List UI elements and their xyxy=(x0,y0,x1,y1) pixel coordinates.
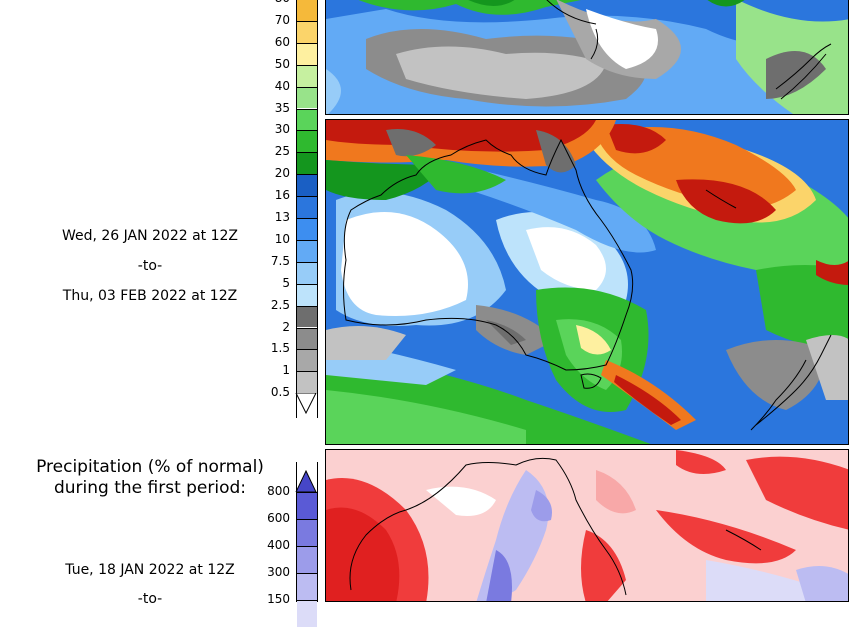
colorbar-end-arrow xyxy=(295,470,317,492)
colorbar-segment xyxy=(297,196,317,218)
lower-period-start: Tue, 18 JAN 2022 at 12Z xyxy=(65,562,235,578)
colorbar-tick-label: 35 xyxy=(274,100,290,115)
colorbar-tick-label: 800 xyxy=(267,484,290,498)
colorbar-tick-label: 2.5 xyxy=(270,297,290,312)
colorbar-tick-label: 25 xyxy=(274,144,290,159)
colorbar-segment xyxy=(297,371,317,394)
top-precipitation-map xyxy=(325,0,849,115)
colorbar-tick-label: 10 xyxy=(274,231,290,246)
precipitation-colorbar xyxy=(295,0,318,418)
colorbar-tick-label: 16 xyxy=(274,188,290,203)
colorbar-segment xyxy=(297,573,317,600)
colorbar-segment xyxy=(297,86,317,109)
colorbar-tick-label: 600 xyxy=(267,511,290,525)
anomaly-title-line2: during the first period: xyxy=(53,478,247,498)
colorbar-segment xyxy=(297,261,317,284)
colorbar-segment xyxy=(297,283,317,306)
colorbar-tick-label: 5 xyxy=(282,275,290,290)
colorbar-tick-label: 0.5 xyxy=(270,385,290,400)
colorbar-segment xyxy=(297,519,317,546)
upper-period-end: Thu, 03 FEB 2022 at 12Z xyxy=(62,288,238,304)
anomaly-colorbar xyxy=(295,462,318,627)
colorbar-segment xyxy=(297,42,317,65)
colorbar-segment xyxy=(297,108,317,131)
anomaly-title-line1: Precipitation (% of normal) xyxy=(36,457,264,477)
colorbar-segment xyxy=(297,64,317,87)
colorbar-tick-label: 70 xyxy=(274,12,290,27)
colorbar-segment xyxy=(297,174,317,197)
main-precipitation-map xyxy=(325,119,849,445)
colorbar-segment xyxy=(297,20,317,43)
colorbar-segment xyxy=(297,349,317,372)
colorbar-segment xyxy=(297,239,317,262)
colorbar-segment xyxy=(297,0,317,21)
colorbar-segment xyxy=(297,305,317,328)
colorbar-tick-label: 1.5 xyxy=(270,341,290,356)
colorbar-tick-label: 80 xyxy=(250,0,290,5)
colorbar-tick-label: 20 xyxy=(274,166,290,181)
colorbar-segment xyxy=(297,600,317,627)
colorbar-segment xyxy=(297,492,317,519)
colorbar-tick-label: 30 xyxy=(274,122,290,137)
lower-period-to: -to- xyxy=(137,591,163,607)
colorbar-end-arrow xyxy=(295,393,317,415)
colorbar-tick-label: 13 xyxy=(274,210,290,224)
colorbar-tick-label: 50 xyxy=(274,56,290,71)
colorbar-tick-label: 1 xyxy=(282,363,290,378)
colorbar-tick-label: 300 xyxy=(267,565,290,579)
upper-period-to: -to- xyxy=(137,258,163,274)
colorbar-tick-label: 60 xyxy=(274,34,290,49)
colorbar-segment xyxy=(297,218,317,240)
colorbar-tick-label: 2 xyxy=(282,319,290,334)
upper-period-start: Wed, 26 JAN 2022 at 12Z xyxy=(61,228,239,244)
colorbar-tick-label: 40 xyxy=(274,78,290,93)
colorbar-segment xyxy=(297,546,317,573)
colorbar-segment xyxy=(297,327,317,350)
colorbar-tick-label: 400 xyxy=(267,538,290,552)
colorbar-segment xyxy=(297,130,317,153)
colorbar-segment xyxy=(297,152,317,175)
colorbar-tick-label: 7.5 xyxy=(270,253,290,268)
percent-of-normal-map xyxy=(325,449,849,602)
